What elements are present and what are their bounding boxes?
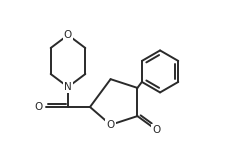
Text: O: O xyxy=(64,30,72,40)
Text: O: O xyxy=(151,125,160,135)
Text: O: O xyxy=(35,102,43,112)
Text: N: N xyxy=(64,82,72,92)
Text: O: O xyxy=(106,120,114,130)
